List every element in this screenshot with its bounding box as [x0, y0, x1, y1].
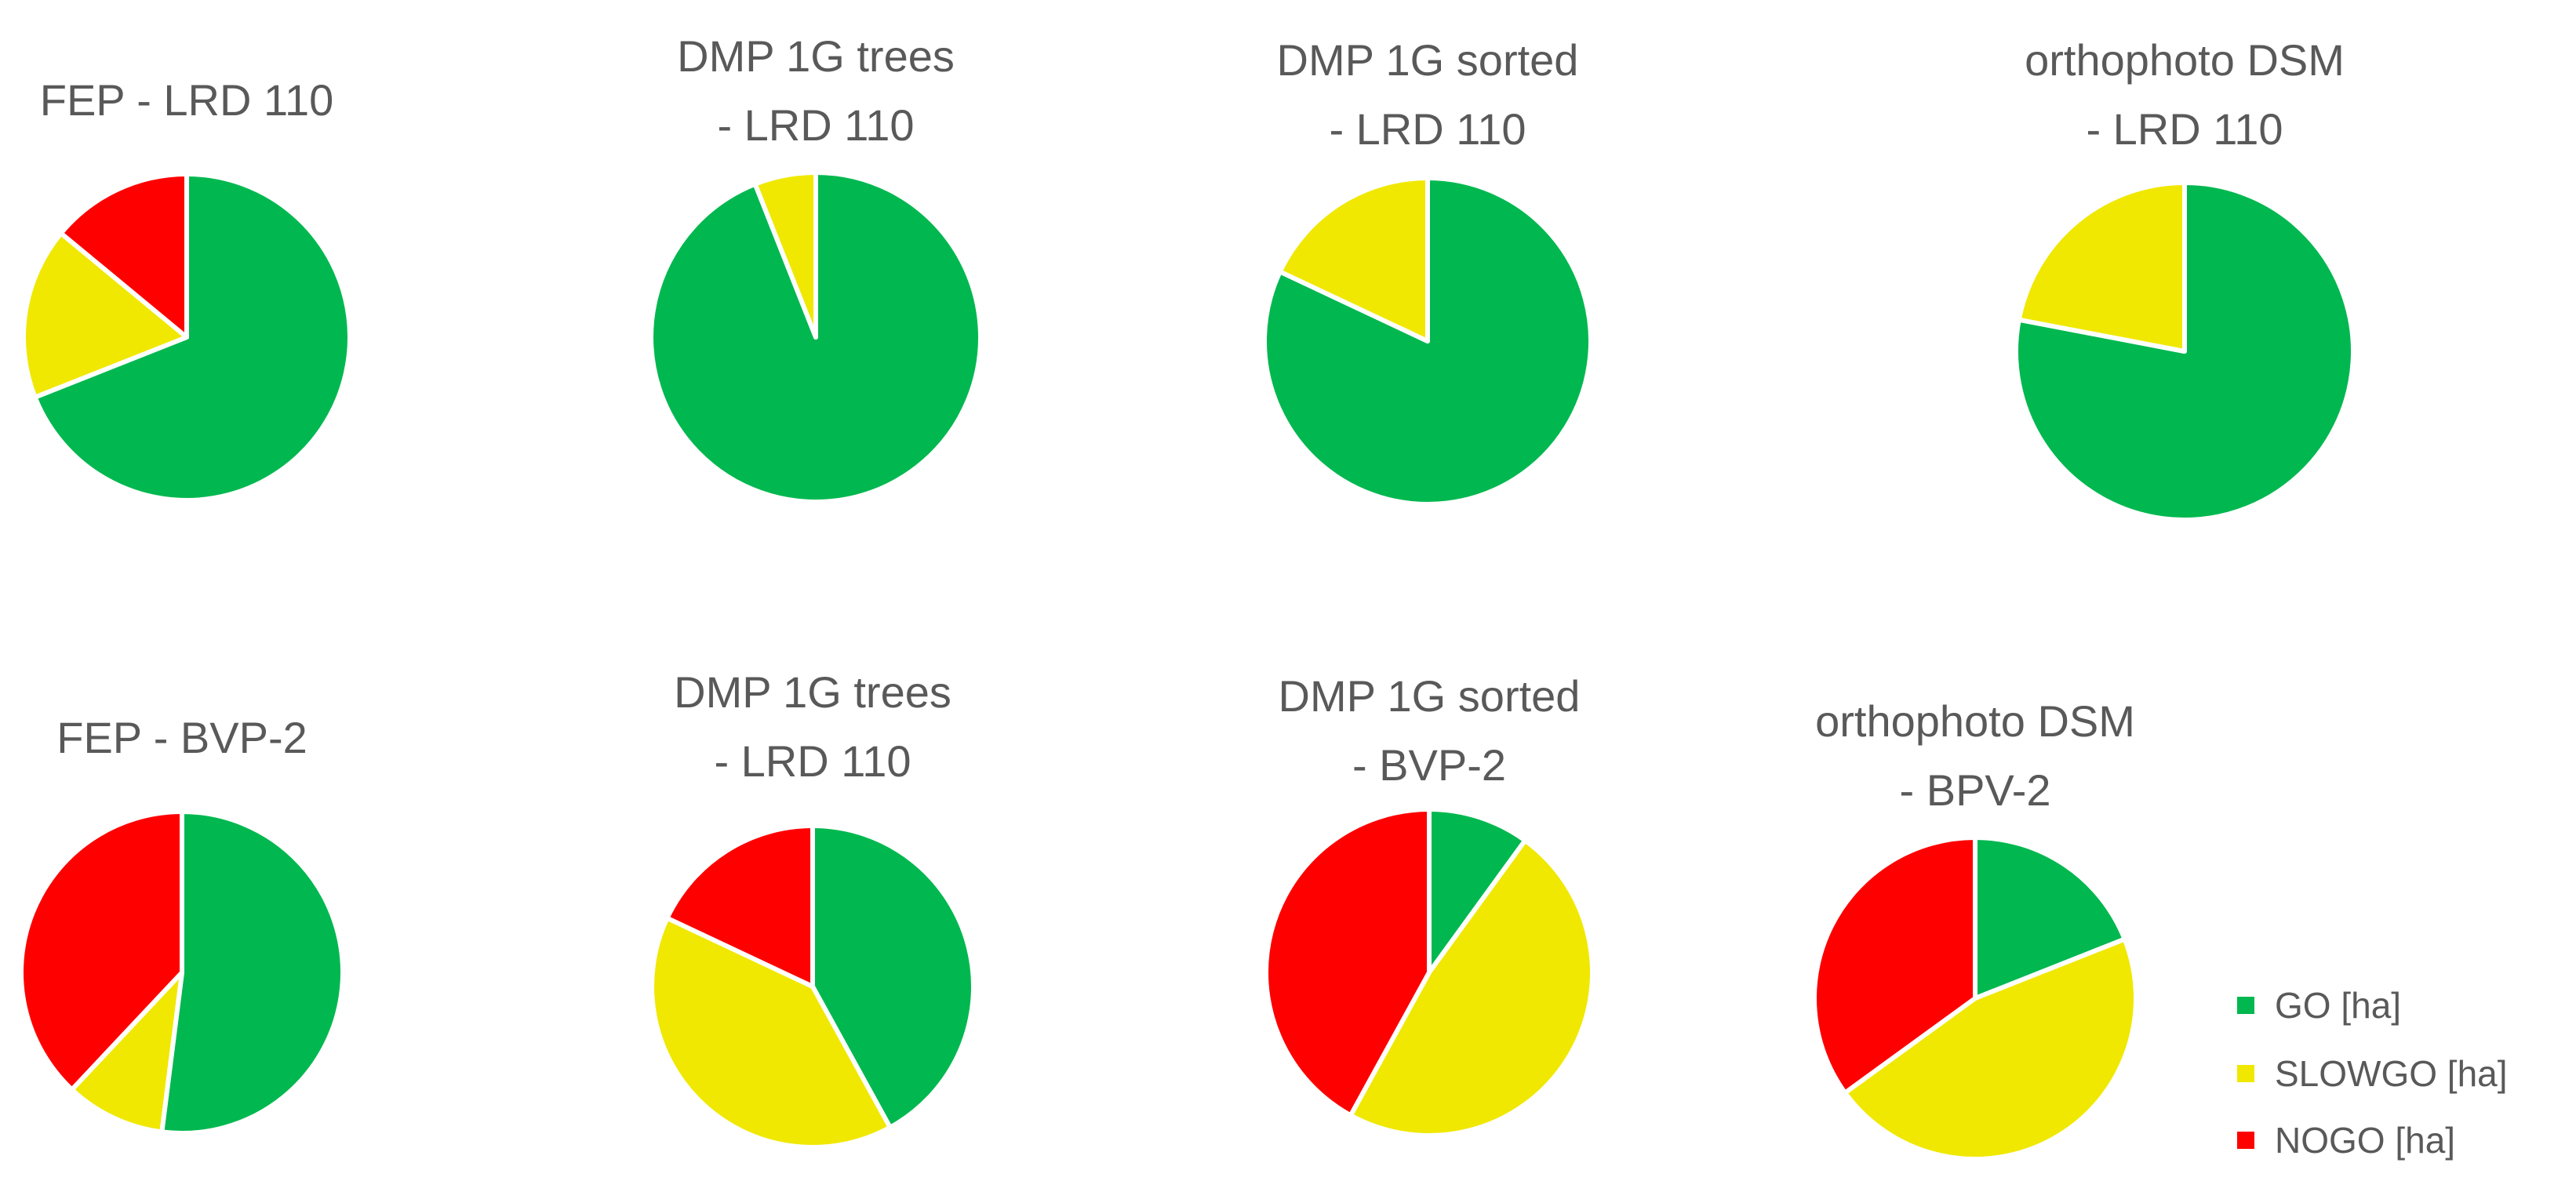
chart-title-line: - BVP-2 [1352, 740, 1506, 790]
pie-slice-go [32, 172, 352, 503]
pie-chart-2: DMP 1G trees - LRD 110 [649, 31, 983, 504]
pie-chart-4: orthophoto DSM - LRD 110 [2014, 35, 2356, 522]
legend-swatch-nogo [2237, 1132, 2254, 1149]
pie-chart-6: DMP 1G trees - LRD 110 [649, 667, 976, 1150]
pie-slice-go [159, 809, 345, 1136]
pie-slice-go [1427, 807, 1528, 975]
chart-title-line: - BPV-2 [1900, 765, 2051, 815]
pie-chart-1: FEP - LRD 110 [21, 75, 352, 503]
chart-title-line: orthophoto DSM [2025, 35, 2345, 85]
chart-title-line: DMP 1G trees [674, 667, 951, 717]
pie-slice-slowgo [649, 915, 893, 1150]
chart-title-line: DMP 1G sorted [1279, 671, 1581, 721]
chart-title-line: - LRD 110 [1329, 104, 1526, 154]
pie-slice-slowgo [1348, 838, 1595, 1138]
pie-slice-slowgo [21, 231, 189, 400]
pie-chart-8: orthophoto DSM - BPV-2 [1812, 696, 2138, 1161]
pie-slice-go [1973, 835, 2127, 1001]
legend-label-go: GO [ha] [2275, 985, 2401, 1026]
pie-slice-nogo [19, 809, 184, 1092]
legend-label-nogo: NOGO [ha] [2275, 1120, 2455, 1161]
chart-title-line: FEP - BVP-2 [56, 713, 307, 762]
pie-slice-nogo [58, 172, 189, 340]
pie-slice-slowgo [1277, 176, 1430, 343]
chart-title-line: - LRD 110 [717, 100, 914, 150]
legend-swatch-go [2237, 997, 2254, 1014]
chart-title-line: DMP 1G sorted [1277, 35, 1579, 85]
chart-title-line: orthophoto DSM [1815, 696, 2135, 746]
legend: GO [ha] SLOWGO [ha] NOGO [ha] [2237, 985, 2508, 1161]
chart-title-line: - LRD 110 [2086, 104, 2283, 154]
legend-label-slowgo: SLOWGO [ha] [2275, 1053, 2508, 1094]
pie-slice-nogo [1264, 807, 1432, 1118]
pie-slice-nogo [1812, 835, 1977, 1096]
legend-swatch-slowgo [2237, 1065, 2254, 1082]
pie-slice-go [810, 823, 976, 1130]
pie-slice-slowgo [752, 170, 818, 340]
pie-slice-slowgo [2016, 180, 2187, 354]
chart-title-line: FEP - LRD 110 [40, 75, 334, 125]
pie-chart-7: DMP 1G sorted - BVP-2 [1264, 671, 1595, 1138]
pie-chart-5: FEP - BVP-2 [19, 713, 345, 1136]
chart-title-line: - LRD 110 [714, 736, 911, 786]
pie-slice-nogo [664, 823, 815, 989]
pie-chart-3: DMP 1G sorted - LRD 110 [1262, 35, 1593, 507]
pie-slice-slowgo [1843, 936, 2138, 1161]
pie-slice-slowgo [69, 970, 184, 1135]
chart-title-line: DMP 1G trees [677, 31, 955, 81]
